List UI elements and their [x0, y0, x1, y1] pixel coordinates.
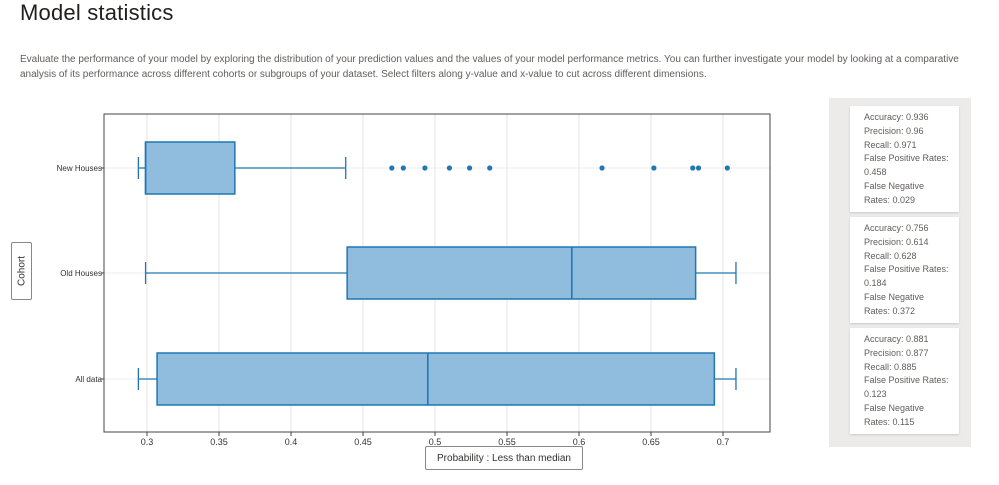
box-all-data: [137, 352, 737, 406]
x-tick-label: 0.6: [573, 437, 586, 445]
fnr-metric: Rates: 0.372: [864, 305, 916, 316]
outlier-point: [446, 165, 452, 171]
x-tick-label: 0.35: [210, 437, 228, 445]
box-plot-chart: 0.3 0.35 0.4 0.45 0.5 0.55 0.6 0.65 0.7 New House…: [57, 113, 771, 445]
iqr-box: [346, 246, 697, 300]
metrics-card-new-houses: Accuracy: 0.936 Precision: 0.96 Recall: …: [850, 106, 959, 212]
x-tick-label: 0.65: [642, 437, 660, 445]
outlier-point: [599, 165, 605, 171]
fnr-label: False Negative: [864, 180, 925, 191]
outlier-point: [422, 165, 428, 171]
x-axis-probability-button[interactable]: Probability : Less than median: [425, 446, 583, 470]
outlier-point: [466, 165, 473, 171]
outlier-point: [487, 165, 493, 171]
precision-metric: Precision: 0.614: [864, 236, 929, 247]
fpr-label: False Positive Rates:: [864, 264, 949, 275]
fpr-label: False Positive Rates:: [864, 375, 949, 386]
precision-metric: Precision: 0.96: [864, 125, 924, 136]
fpr-metric: 0.184: [864, 278, 887, 289]
y-category-label: New Houses: [57, 164, 102, 173]
y-axis-cohort-button[interactable]: Cohort: [11, 242, 32, 300]
iqr-box: [156, 352, 716, 406]
accuracy-metric: Accuracy: 0.881: [864, 334, 929, 344]
fnr-metric: Rates: 0.029: [864, 194, 916, 205]
outlier-point: [389, 165, 395, 171]
box-old-houses: [144, 246, 737, 300]
y-category-label: Old Houses: [60, 269, 102, 278]
y-axis-button-label: Cohort: [16, 255, 27, 287]
fpr-metric: 0.458: [864, 167, 887, 178]
fpr-metric: 0.123: [864, 389, 887, 400]
fnr-metric: Rates: 0.115: [864, 416, 915, 427]
fnr-label: False Negative: [864, 291, 925, 302]
recall-metric: Recall: 0.628: [864, 250, 917, 261]
page-title: Model statistics: [20, 0, 174, 25]
outlier-point: [695, 165, 702, 171]
x-tick-label: 0.7: [717, 437, 730, 445]
outlier-point: [651, 165, 657, 171]
x-tick-label: 0.5: [429, 437, 442, 445]
fpr-label: False Positive Rates:: [864, 153, 949, 164]
recall-metric: Recall: 0.885: [864, 361, 917, 372]
iqr-box: [144, 141, 236, 195]
y-category-label: All data: [75, 375, 102, 384]
fnr-label: False Negative: [864, 402, 925, 413]
box-new-houses: [137, 141, 730, 195]
outlier-point: [724, 165, 730, 171]
x-axis-button-label: Probability : Less than median: [437, 452, 571, 464]
x-tick-label: 0.55: [498, 437, 516, 445]
x-tick-label: 0.4: [285, 437, 298, 445]
page-description: Evaluate the performance of your model b…: [20, 54, 959, 80]
outlier-point: [400, 165, 406, 171]
x-tick-label: 0.45: [354, 437, 372, 445]
metrics-panel: Accuracy: 0.936 Precision: 0.96 Recall: …: [829, 98, 971, 447]
outlier-point: [690, 165, 696, 171]
accuracy-metric: Accuracy: 0.756: [864, 223, 929, 233]
x-tick-label: 0.3: [141, 437, 154, 445]
recall-metric: Recall: 0.971: [864, 139, 917, 150]
metrics-card-old-houses: Accuracy: 0.756 Precision: 0.614 Recall:…: [850, 217, 959, 323]
precision-metric: Precision: 0.877: [864, 347, 929, 358]
accuracy-metric: Accuracy: 0.936: [864, 112, 929, 122]
metrics-card-all-data: Accuracy: 0.881 Precision: 0.877 Recall:…: [850, 328, 959, 434]
